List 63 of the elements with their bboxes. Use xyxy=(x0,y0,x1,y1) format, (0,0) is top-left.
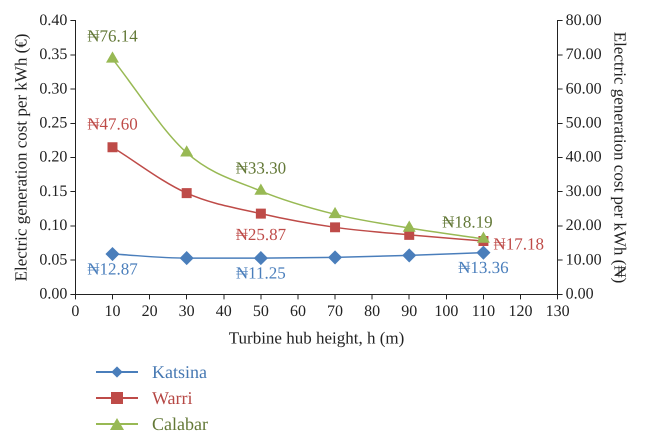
y2-tick-label: 20.00 xyxy=(566,217,602,234)
point xyxy=(182,188,192,198)
point xyxy=(254,184,267,195)
x-tick-label: 120 xyxy=(508,303,533,320)
x-tick-label: 100 xyxy=(434,303,458,320)
annotation: ₦13.36 xyxy=(458,258,509,278)
point xyxy=(402,248,416,262)
point xyxy=(180,146,193,156)
y-tick-label: 0.00 xyxy=(39,286,68,303)
x-tick-label: 10 xyxy=(104,303,120,320)
x-tick-label: 80 xyxy=(364,303,380,320)
x-tick-label: 0 xyxy=(71,303,80,320)
point xyxy=(477,232,490,243)
annotation: ₦11.25 xyxy=(236,264,286,283)
y2-tick-label: 30.00 xyxy=(566,182,602,200)
y-tick-label: 0.35 xyxy=(39,46,68,64)
x-axis-title: Turbine hub height, h (m) xyxy=(228,328,404,348)
y2-tick-label: 40.00 xyxy=(566,148,602,166)
point xyxy=(328,250,342,264)
y-tick-label: 0.20 xyxy=(39,148,68,166)
annotation: ₦17.18 xyxy=(493,234,544,254)
point xyxy=(106,247,120,261)
x-tick-label: 90 xyxy=(401,303,418,320)
point xyxy=(108,142,118,152)
legend-label: Warri xyxy=(152,388,193,408)
point xyxy=(256,208,266,219)
y-tick-label: 0.30 xyxy=(39,80,68,98)
y-tick-label: 0.25 xyxy=(39,114,68,132)
y-tick-label: 0.15 xyxy=(39,182,68,200)
y2-tick-label: 80.00 xyxy=(566,12,602,29)
x-tick-label: 60 xyxy=(290,303,306,320)
x-tick-label: 20 xyxy=(142,303,158,320)
y2-tick-label: 50.00 xyxy=(566,114,602,132)
x-tick-label: 30 xyxy=(178,303,195,320)
y2-tick-label: 70.00 xyxy=(566,46,602,64)
point xyxy=(254,251,268,265)
point xyxy=(180,251,194,265)
y-axis-title: Electric generation cost per kWh (€) xyxy=(12,34,31,282)
y2-tick-label: 10.00 xyxy=(566,251,602,268)
point xyxy=(476,246,490,260)
x-tick-label: 110 xyxy=(472,303,496,320)
annotation: ₦47.60 xyxy=(87,114,138,134)
y2-tick-label: 60.00 xyxy=(566,80,602,98)
x-tick-label: 40 xyxy=(216,303,232,320)
legend-label: Calabar xyxy=(152,414,208,434)
annotation: ₦25.87 xyxy=(236,225,287,244)
y2-axis-title: Electric generation cost per kWh (₦) xyxy=(610,32,630,284)
point xyxy=(329,208,341,218)
x-tick-label: 50 xyxy=(252,303,269,320)
x-tick-label: 130 xyxy=(546,303,570,320)
legend-label: Katsina xyxy=(152,362,207,382)
y-tick-label: 0.10 xyxy=(39,217,68,234)
y2-tick-label: 0.00 xyxy=(566,286,594,303)
annotation: ₦18.19 xyxy=(442,212,493,232)
y-tick-label: 0.40 xyxy=(39,12,68,29)
y-tick-label: 0.05 xyxy=(39,251,68,268)
annotation: ₦76.14 xyxy=(87,26,138,46)
annotation: ₦12.87 xyxy=(87,259,138,278)
annotation: ₦33.30 xyxy=(236,158,286,178)
x-tick-label: 70 xyxy=(327,303,344,320)
point xyxy=(403,221,416,232)
point xyxy=(330,222,340,232)
point xyxy=(106,52,118,63)
